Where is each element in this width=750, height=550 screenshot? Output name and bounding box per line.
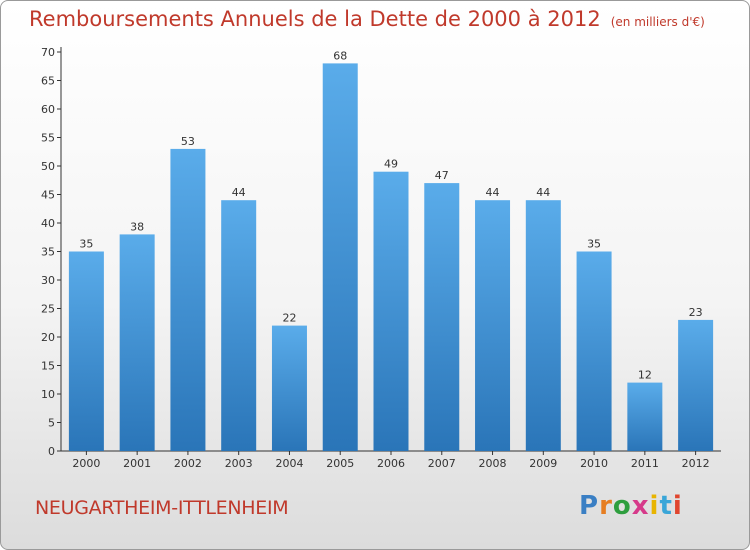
labels: 35 2000 38 2001 53 2002 44 2003 22 2004 68 2005 49 20… — [72, 49, 709, 470]
y-tick-label: 25 — [41, 303, 55, 316]
bar — [424, 183, 460, 451]
bar — [525, 200, 561, 451]
x-tick-label: 2003 — [225, 457, 253, 470]
x-tick-label: 2012 — [682, 457, 710, 470]
bar — [271, 325, 307, 451]
bar — [170, 148, 206, 451]
y-tick-label: 30 — [41, 274, 55, 287]
data-label: 49 — [384, 158, 398, 171]
data-label: 47 — [435, 169, 449, 182]
data-label: 22 — [282, 312, 296, 325]
y-tick-label: 55 — [41, 132, 55, 145]
data-label: 35 — [79, 238, 93, 251]
bar — [322, 63, 358, 452]
y-tick-label: 35 — [41, 246, 55, 259]
logo-letter: x — [631, 491, 650, 521]
x-tick-label: 2010 — [580, 457, 608, 470]
bar — [68, 251, 104, 451]
y-tick-label: 0 — [48, 445, 55, 458]
unit-note: (en milliers d'€) — [610, 15, 705, 29]
bar — [119, 234, 155, 451]
bar — [627, 382, 663, 451]
logo-letter: r — [599, 491, 613, 521]
logo-letter: o — [612, 491, 632, 521]
proxiti-logo[interactable]: Proxiti — [579, 491, 683, 521]
y-tick-label: 70 — [41, 46, 55, 59]
y-tick-label: 15 — [41, 360, 55, 373]
data-label: 35 — [587, 238, 601, 251]
bar — [678, 319, 714, 451]
y-tick-label: 5 — [48, 417, 55, 430]
logo-letter: P — [579, 491, 600, 521]
bar — [373, 171, 409, 451]
x-tick-label: 2008 — [479, 457, 507, 470]
bar — [475, 200, 511, 451]
x-tick-label: 2009 — [529, 457, 557, 470]
y-tick-label: 40 — [41, 217, 55, 230]
y-tick-label: 45 — [41, 189, 55, 202]
y-tick-label: 20 — [41, 331, 55, 344]
y-tick-label: 50 — [41, 160, 55, 173]
data-label: 53 — [181, 135, 195, 148]
data-label: 44 — [486, 186, 500, 199]
chart-title: Remboursements Annuels de la Dette de 20… — [29, 7, 705, 31]
y-tick-label: 65 — [41, 75, 55, 88]
data-label: 12 — [638, 369, 652, 382]
x-tick-label: 2006 — [377, 457, 405, 470]
logo-letter: i — [649, 491, 660, 521]
data-label: 44 — [536, 186, 550, 199]
axes: 0 5 10 15 20 25 30 35 40 45 50 55 60 65 70 — [41, 46, 721, 458]
data-label: 68 — [333, 49, 347, 62]
x-tick-label: 2001 — [123, 457, 151, 470]
chart-title-text: Remboursements Annuels de la Dette de 20… — [29, 7, 601, 31]
x-tick-label: 2004 — [275, 457, 303, 470]
x-tick-label: 2002 — [174, 457, 202, 470]
data-label: 44 — [232, 186, 246, 199]
bar — [221, 200, 257, 451]
x-tick-label: 2007 — [428, 457, 456, 470]
data-label: 38 — [130, 220, 144, 233]
logo-letter: t — [659, 491, 673, 521]
x-tick-label: 2000 — [72, 457, 100, 470]
x-tick-label: 2011 — [631, 457, 659, 470]
y-tick-label: 60 — [41, 103, 55, 116]
bars — [68, 63, 714, 452]
bar — [576, 251, 612, 451]
data-label: 23 — [689, 306, 703, 319]
y-tick-label: 10 — [41, 388, 55, 401]
commune-name: NEUGARTHEIM-ITTLENHEIM — [35, 497, 289, 519]
logo-letter: i — [672, 491, 683, 521]
x-tick-label: 2005 — [326, 457, 354, 470]
